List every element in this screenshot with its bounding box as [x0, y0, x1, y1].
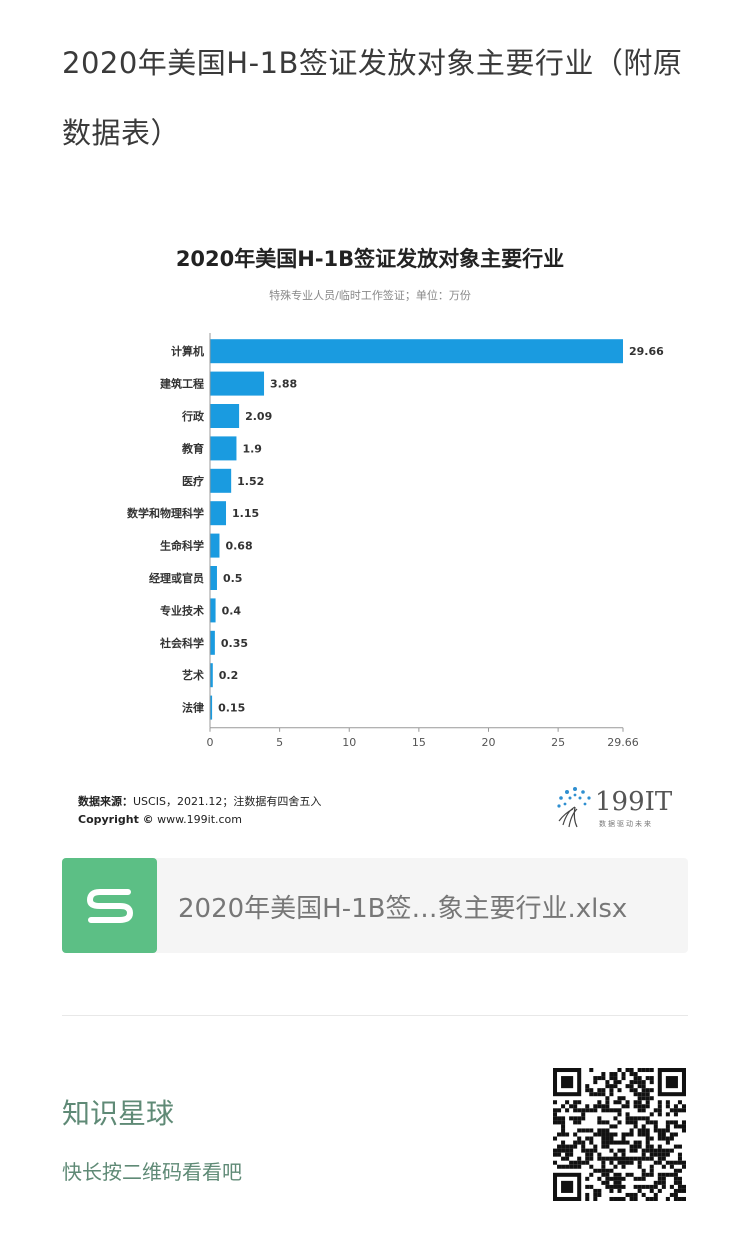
dandelion-logo-icon — [557, 787, 591, 828]
category-label: 计算机 — [171, 344, 204, 358]
chart-source: 数据来源：USCIS，2021.12；注数据有四舍五入 — [78, 793, 321, 809]
value-label: 3.88 — [270, 378, 297, 391]
bar — [210, 533, 220, 558]
copyright-label: Copyright © — [78, 813, 154, 826]
x-tick-label: 0 — [207, 736, 214, 749]
value-label: 29.66 — [629, 345, 664, 358]
category-label: 社会科学 — [159, 636, 204, 650]
bar — [210, 598, 216, 623]
footer-title: 知识星球 — [62, 1097, 175, 1130]
bar-chart: 计算机 29.66 建筑工程 3.88 行政 2.09 教育 1.9 医疗 1.52 数学和物理科学… — [127, 333, 664, 749]
199it-logo: 199IT 数据驱动未来 — [555, 785, 685, 835]
bar — [210, 695, 213, 720]
category-label: 数学和物理科学 — [127, 506, 204, 520]
bar — [210, 339, 623, 364]
chart-copyright: Copyright © www.199it.com — [78, 813, 242, 826]
x-tick-label: 25 — [551, 736, 565, 749]
x-tick-label: 15 — [412, 736, 426, 749]
bar — [210, 566, 217, 590]
category-label: 艺术 — [182, 668, 204, 682]
spreadsheet-s-icon — [62, 858, 157, 953]
value-label: 0.68 — [225, 540, 252, 553]
value-label: 0.35 — [221, 637, 248, 650]
value-label: 0.4 — [222, 604, 242, 617]
category-label: 教育 — [181, 441, 204, 455]
x-tick-label: 5 — [276, 736, 283, 749]
value-label: 1.15 — [232, 507, 259, 520]
attachment-file-name: 2020年美国H-1B签…象主要行业.xlsx — [178, 894, 628, 924]
bar — [210, 501, 227, 526]
value-label: 0.15 — [218, 702, 245, 715]
bar — [210, 663, 213, 688]
logo-tagline: 数据驱动未来 — [599, 820, 653, 828]
logo-text: 199IT — [595, 787, 673, 817]
x-tick-label: 10 — [342, 736, 356, 749]
bar — [210, 404, 240, 428]
value-label: 1.9 — [242, 442, 262, 455]
value-label: 1.52 — [237, 475, 264, 488]
category-label: 生命科学 — [160, 539, 204, 553]
value-label: 2.09 — [245, 410, 272, 423]
bar — [210, 371, 265, 396]
footer-subtitle: 快长按二维码看看吧 — [62, 1160, 242, 1184]
category-label: 经理或官员 — [149, 571, 204, 585]
value-label: 0.5 — [223, 572, 243, 585]
category-label: 医疗 — [182, 474, 204, 488]
source-text: USCIS，2021.12；注数据有四舍五入 — [133, 795, 322, 808]
value-label: 0.2 — [219, 669, 239, 682]
divider — [62, 1015, 688, 1016]
bar — [210, 468, 232, 493]
x-tick-label: 20 — [481, 736, 495, 749]
chart-image: 计算机 29.66 建筑工程 3.88 行政 2.09 教育 1.9 医疗 1.52 数学和物理科学… — [60, 225, 690, 845]
bar — [210, 436, 237, 461]
bar — [210, 630, 215, 655]
category-label: 行政 — [181, 409, 205, 423]
chart-title: 2020年美国H-1B签证发放对象主要行业 — [175, 247, 565, 271]
qr-code[interactable] — [553, 1068, 686, 1201]
category-label: 建筑工程 — [160, 377, 204, 391]
chart-subtitle: 特殊专业人员/临时工作签证；单位：万份 — [269, 289, 471, 302]
attachment-file-card[interactable]: 2020年美国H-1B签…象主要行业.xlsx — [62, 858, 688, 953]
copyright-text: www.199it.com — [157, 813, 243, 826]
page-title: 2020年美国H-1B签证发放对象主要行业（附原数据表） — [62, 46, 683, 150]
category-label: 专业技术 — [160, 603, 204, 617]
category-label: 法律 — [182, 701, 204, 715]
x-tick-label: 29.66 — [607, 736, 639, 749]
source-label: 数据来源： — [78, 795, 133, 808]
